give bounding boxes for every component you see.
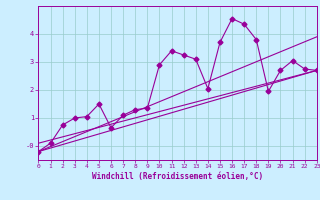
X-axis label: Windchill (Refroidissement éolien,°C): Windchill (Refroidissement éolien,°C) [92,172,263,181]
